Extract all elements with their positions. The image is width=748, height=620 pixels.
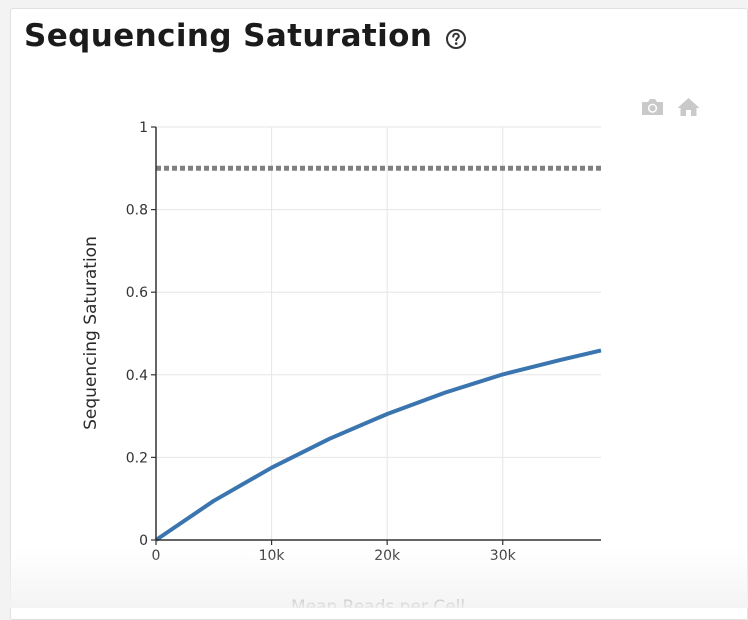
y-tick-label: 1: [139, 120, 148, 136]
question-circle-icon[interactable]: [445, 28, 467, 50]
x-tick-label: 10k: [259, 548, 286, 564]
axes: [151, 126, 601, 545]
y-tick-label: 0.8: [126, 203, 148, 219]
saturation-card: [10, 8, 748, 620]
card-title: Sequencing Saturation: [24, 18, 433, 54]
y-axis-label: Sequencing Saturation: [81, 236, 101, 430]
card-header: Sequencing Saturation: [24, 18, 467, 54]
grid-lines: [156, 126, 601, 540]
y-tick-label: 0.6: [126, 285, 148, 301]
chart-modebar: [640, 96, 701, 118]
series-lines: [154, 165, 602, 542]
y-tick-label: 0.4: [126, 368, 148, 384]
x-tick-label: 0: [152, 548, 161, 564]
x-tick-label: 20k: [374, 548, 401, 564]
y-tick-label: 0.2: [126, 450, 148, 466]
y-tick-label: 0: [139, 533, 148, 549]
x-tick-label: 30k: [490, 548, 517, 564]
tick-labels: 0 0.2 0.4 0.6 0.8 1 0 10k 20k 30k: [126, 120, 517, 564]
saturation-curve: [154, 348, 602, 542]
camera-icon[interactable]: [640, 96, 665, 118]
x-axis-label: Mean Reads per Cell: [291, 597, 465, 608]
home-icon[interactable]: [676, 96, 701, 118]
